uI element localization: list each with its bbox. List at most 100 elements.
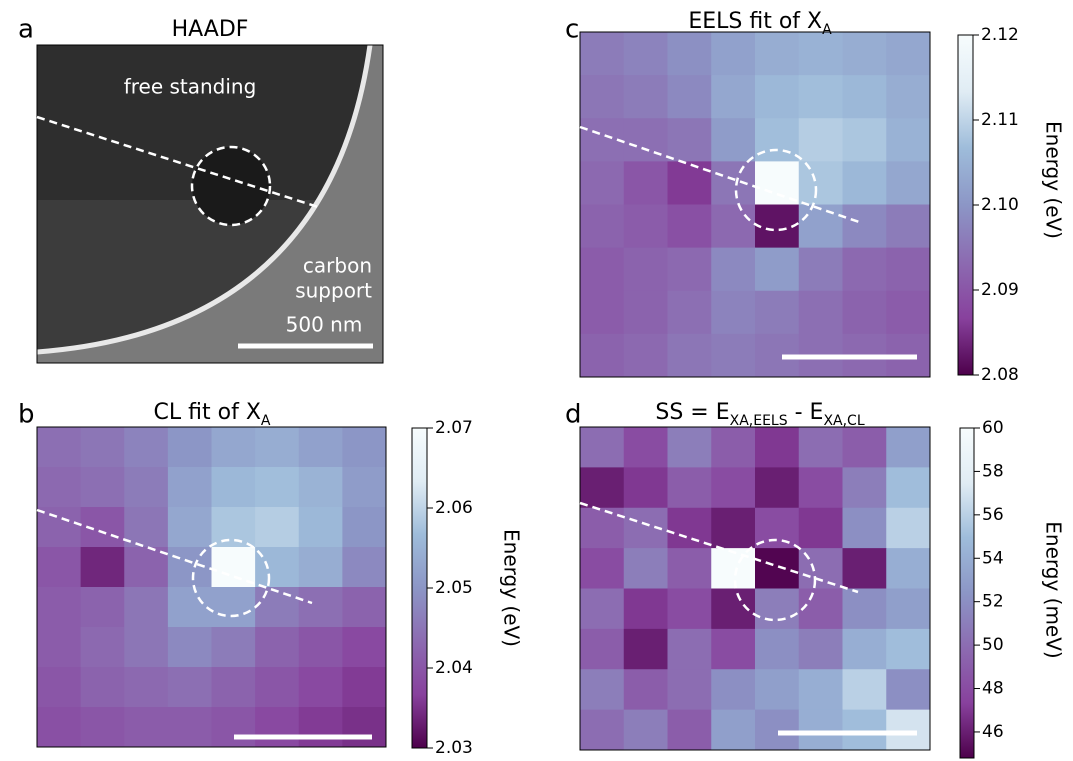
heatmap-cell bbox=[886, 290, 931, 335]
heatmap-cell bbox=[755, 161, 800, 205]
heatmap-cell bbox=[342, 467, 387, 508]
colorbar bbox=[957, 34, 974, 376]
heatmap-cell bbox=[255, 627, 300, 668]
heatmap-cell bbox=[798, 32, 843, 76]
heatmap-cell bbox=[80, 427, 125, 468]
colorbar-tick-label: 2.03 bbox=[435, 738, 473, 758]
heatmap-cell bbox=[667, 467, 712, 509]
heatmap-cell bbox=[842, 507, 887, 549]
heatmap-cell bbox=[623, 32, 668, 76]
heatmap-cell bbox=[667, 333, 712, 378]
heatmap-cell bbox=[755, 290, 800, 335]
heatmap-cell bbox=[755, 247, 800, 292]
heatmap-cell bbox=[298, 707, 343, 748]
frame bbox=[579, 31, 931, 378]
colorbar-tick-label: 50 bbox=[982, 635, 1004, 655]
profile-line bbox=[36, 115, 319, 209]
heatmap-cell bbox=[124, 587, 169, 628]
heatmap-cell bbox=[755, 427, 800, 468]
heatmap-cell bbox=[711, 75, 756, 119]
heatmap-cell bbox=[623, 290, 668, 335]
heatmap-cell bbox=[580, 247, 625, 292]
heatmap-cell bbox=[255, 427, 300, 468]
heatmap-cell bbox=[255, 707, 300, 748]
heatmap-cell bbox=[623, 588, 668, 630]
heatmap-cell bbox=[80, 587, 125, 628]
heatmap-cell bbox=[37, 427, 82, 468]
colorbar bbox=[959, 427, 975, 759]
heatmap-cell bbox=[842, 628, 887, 670]
heatmap-cell bbox=[580, 32, 625, 76]
heatmap-cell bbox=[798, 588, 843, 630]
heatmap-cell bbox=[711, 247, 756, 292]
heatmap-cell bbox=[255, 507, 300, 548]
heatmap-cell bbox=[580, 75, 625, 119]
heatmap-cell bbox=[755, 548, 800, 589]
heatmap-cell bbox=[798, 247, 843, 292]
heatmap-cell bbox=[37, 507, 82, 548]
heatmap-cell bbox=[667, 290, 712, 335]
heatmap-cell bbox=[255, 547, 300, 588]
heatmap-cell bbox=[842, 548, 887, 589]
heatmap-cell bbox=[623, 467, 668, 509]
heatmap-cell bbox=[667, 161, 712, 205]
heatmap-cell bbox=[255, 467, 300, 508]
heatmap-cell bbox=[80, 467, 125, 508]
heatmap-cell bbox=[667, 427, 712, 468]
heatmap-cell bbox=[886, 204, 931, 249]
heatmap-cell bbox=[580, 709, 625, 751]
heatmap-cell bbox=[798, 467, 843, 509]
colorbar-tick-label: 2.06 bbox=[435, 498, 473, 518]
panel-title: EELS fit of XA bbox=[688, 9, 832, 38]
heatmap-cell bbox=[37, 667, 82, 708]
heatmap-cell bbox=[580, 467, 625, 509]
heatmap-cell bbox=[623, 247, 668, 292]
frame bbox=[36, 426, 387, 748]
profile-line bbox=[579, 501, 859, 594]
profile-line bbox=[579, 125, 863, 225]
haadf-image bbox=[37, 45, 383, 363]
heatmap-cell bbox=[711, 333, 756, 378]
heatmap-cell bbox=[623, 669, 668, 711]
heatmap-cell bbox=[886, 507, 931, 549]
colorbar-label: Energy (eV) bbox=[1042, 121, 1066, 239]
heatmap-cell bbox=[667, 588, 712, 630]
heatmap-cell bbox=[623, 204, 668, 249]
heatmap-cell bbox=[167, 547, 212, 588]
heatmap-cell bbox=[711, 204, 756, 249]
heatmap-cell bbox=[124, 707, 169, 748]
heatmap-cell bbox=[842, 204, 887, 249]
panel-title: HAADF bbox=[172, 17, 249, 42]
colorbar-label: Energy (meV) bbox=[1042, 521, 1066, 658]
panel-letter: b bbox=[18, 400, 35, 430]
heatmap-cell bbox=[886, 588, 931, 630]
heatmap-cell bbox=[711, 548, 756, 589]
heatmap-cell bbox=[167, 627, 212, 668]
heatmap-cell bbox=[711, 628, 756, 670]
title-text: SS = E bbox=[655, 400, 729, 425]
heatmap-cell bbox=[798, 75, 843, 119]
heatmap-cell bbox=[711, 669, 756, 711]
colorbar-tick-label: 60 bbox=[982, 418, 1004, 438]
heatmap-cell bbox=[124, 627, 169, 668]
heatmap-cell bbox=[886, 118, 931, 162]
heatmap-cell bbox=[623, 118, 668, 162]
heatmap-cell bbox=[623, 161, 668, 205]
heatmap-cell bbox=[711, 709, 756, 751]
heatmap-cell bbox=[798, 628, 843, 670]
heatmap-cell bbox=[842, 75, 887, 119]
heatmap-cell bbox=[798, 669, 843, 711]
heatmap-cell bbox=[298, 507, 343, 548]
heatmap-cell bbox=[211, 667, 256, 708]
title-subscript: XA,CL bbox=[823, 413, 864, 429]
heatmap-cell bbox=[342, 507, 387, 548]
colorbar-tick-label: 2.05 bbox=[435, 578, 473, 598]
heatmap-cell bbox=[842, 709, 887, 751]
colorbar-tick-label: 2.10 bbox=[981, 195, 1019, 215]
heatmap-cell bbox=[80, 667, 125, 708]
annotation: free standing bbox=[124, 75, 257, 99]
heatmap-cell bbox=[798, 290, 843, 335]
heatmap-cell bbox=[255, 667, 300, 708]
heatmap-cell bbox=[342, 707, 387, 748]
